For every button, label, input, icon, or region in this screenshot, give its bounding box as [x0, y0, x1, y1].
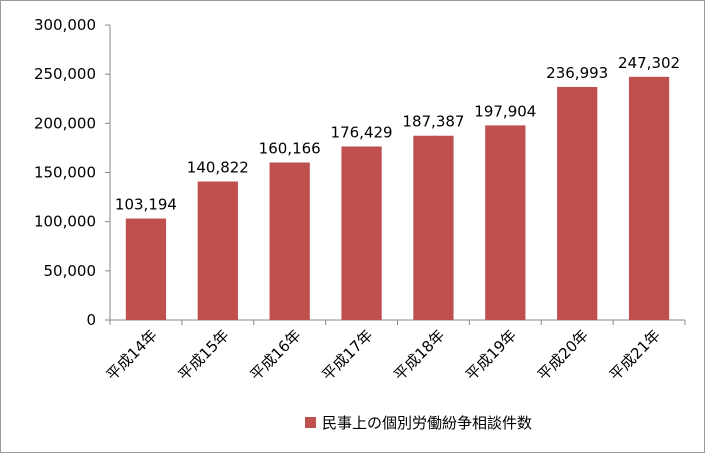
data-label: 187,387 [402, 113, 464, 131]
x-category-label: 平成18年 [390, 326, 448, 384]
bar [557, 86, 598, 321]
bar [125, 218, 167, 320]
x-category-label: 平成15年 [175, 326, 233, 384]
y-tick-label: 50,000 [44, 262, 97, 280]
data-label: 160,166 [259, 140, 321, 158]
legend: 民事上の個別労働紛争相談件数 [305, 414, 532, 432]
data-label: 103,194 [115, 196, 177, 214]
y-tick-label: 200,000 [34, 114, 96, 132]
bar [628, 76, 670, 320]
y-tick-label: 150,000 [34, 164, 96, 182]
data-labels: 103,194 140,822 160,166 176,429 187,387 197,9… [115, 54, 680, 214]
x-category-label: 平成20年 [534, 326, 592, 384]
bar [341, 146, 382, 320]
x-axis-labels: 平成14年 平成15年 平成16年 平成17年 平成18年 平成19年 平成20年 平成21年 [103, 320, 686, 384]
bar [269, 162, 310, 320]
data-label: 176,429 [331, 124, 393, 142]
x-category-label: 平成21年 [606, 326, 664, 384]
bar [485, 125, 526, 320]
x-category-label: 平成14年 [103, 326, 161, 384]
x-category-label: 平成16年 [246, 326, 304, 384]
data-label: 247,302 [618, 54, 680, 72]
x-category-label: 平成19年 [462, 326, 520, 384]
y-tick-label: 300,000 [34, 16, 96, 34]
x-category-label: 平成17年 [318, 326, 376, 384]
y-axis-ticks: 0 50,000 100,000 150,000 200,000 250,000 300,0… [34, 16, 110, 329]
y-tick-label: 250,000 [34, 65, 96, 83]
legend-swatch [305, 417, 316, 428]
legend-label: 民事上の個別労働紛争相談件数 [322, 414, 532, 432]
y-tick-label: 100,000 [34, 213, 96, 231]
data-label: 140,822 [187, 159, 249, 177]
data-label: 236,993 [546, 64, 608, 82]
bars [125, 76, 670, 321]
bar [413, 135, 454, 320]
data-label: 197,904 [474, 102, 536, 120]
y-tick-label: 0 [86, 311, 96, 329]
bar [197, 181, 238, 320]
